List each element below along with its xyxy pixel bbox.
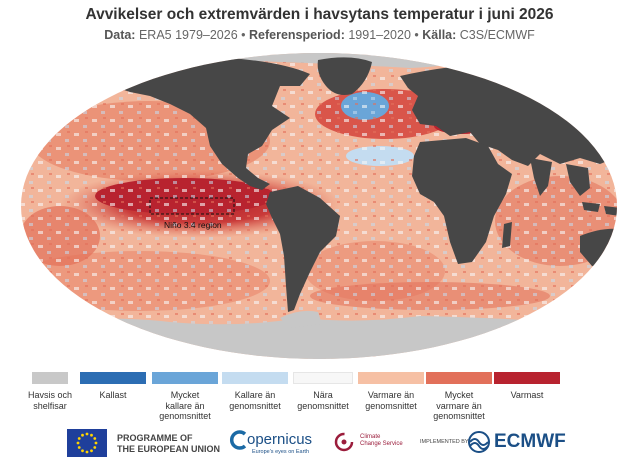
copernicus-logo-icon [229,430,247,450]
arctic-sea-ice [120,53,520,68]
africa-landmass [412,138,512,264]
copernicus-wordmark: opernicus [247,431,313,448]
north-america-landmass [95,56,310,191]
subtitle-ref-value: 1991–2020 [348,28,411,42]
logo-footer: PROGRAMME OF THE EUROPEAN UNION opernicu… [0,425,639,467]
ecmwf-logo-icon [468,431,490,453]
legend-swatch-4 [293,372,353,384]
eu-line-2: THE EUROPEAN UNION [117,444,221,454]
legend-label-1: Kallast [99,390,127,400]
nino34-region-box [149,197,235,215]
japan-landmass [606,116,617,142]
legend-swatch-1 [80,372,146,384]
color-legend: Havsis och shelfisar Kallast Mycket kallare … [0,372,639,422]
legend-swatch-3 [222,372,288,384]
greenland-landmass [317,57,372,95]
legend-swatch-6 [426,372,492,384]
eu-star [93,446,97,449]
alaska-edge-landmass [40,68,100,90]
eu-star [85,450,89,454]
chart-subtitle: Data: ERA5 1979–2026 • Referensperiod: 1… [104,28,535,42]
eu-star [81,433,84,437]
madagascar-landmass [502,222,512,248]
legend-label-4: Nära genomsnittet [297,390,349,411]
legend-label-5: Varmare än genomsnittet [365,390,417,411]
eu-star [77,446,81,449]
c3s-line-1: Climate [360,434,381,440]
legend-label-2: Mycket kallare än genomsnittet [159,390,211,421]
eu-star [90,433,93,437]
nino34-region-label: Niño 3.4 region [164,220,222,230]
c3s-text: Climate Change Service [360,434,403,448]
eu-programme-text: PROGRAMME OF THE EUROPEAN UNION [117,433,220,455]
eu-star [90,449,93,453]
implemented-by-label: IMPLEMENTED BY [420,439,469,445]
eu-star [93,437,97,440]
c3s-line-2: Change Service [360,441,403,447]
antarctic-peninsula [280,310,322,328]
eu-star [85,432,89,436]
legend-swatch-5 [358,372,424,384]
c3s-logo-icon [334,432,354,452]
sst-anomaly-map: Niño 3.4 region [21,53,617,359]
legend-swatch-0 [32,372,68,384]
ecmwf-wordmark: ECMWF [494,431,566,452]
maritime-continent-islands [582,202,617,216]
south-asia-landmass [530,158,590,196]
chart-title: Avvikelser och extremvärden i havsytans … [85,6,554,23]
subtitle-ref-label: Referensperiod: [249,28,345,42]
legend-swatch-7 [494,372,560,384]
legend-label-3: Kallare än genomsnittet [229,390,281,411]
legend-swatch-2 [152,372,218,384]
legend-label-0: Havsis och shelfisar [27,390,72,411]
eu-flag-icon [67,429,107,457]
eu-star [77,437,81,440]
copernicus-tagline: Europe's eyes on Earth [252,449,310,455]
eu-star [81,449,84,453]
eu-star [76,441,80,445]
subtitle-data-label: Data: [104,28,136,42]
south-america-landmass [266,186,340,312]
eu-star [94,441,98,445]
subtitle-data-value: ERA5 1979–2026 [138,28,238,42]
legend-label-7: Varmast [510,390,544,400]
eu-line-1: PROGRAMME OF [117,433,193,443]
legend-label-6: Mycket varmare än genomsnittet [433,390,485,421]
subtitle-source-value: C3S/ECMWF [459,28,535,42]
subtitle-source-label: Källa: [422,28,457,42]
